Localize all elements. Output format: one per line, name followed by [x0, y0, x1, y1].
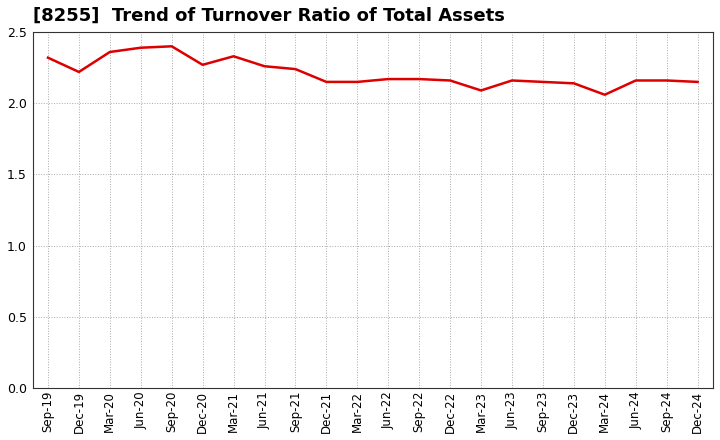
Text: [8255]  Trend of Turnover Ratio of Total Assets: [8255] Trend of Turnover Ratio of Total …	[32, 7, 505, 25]
